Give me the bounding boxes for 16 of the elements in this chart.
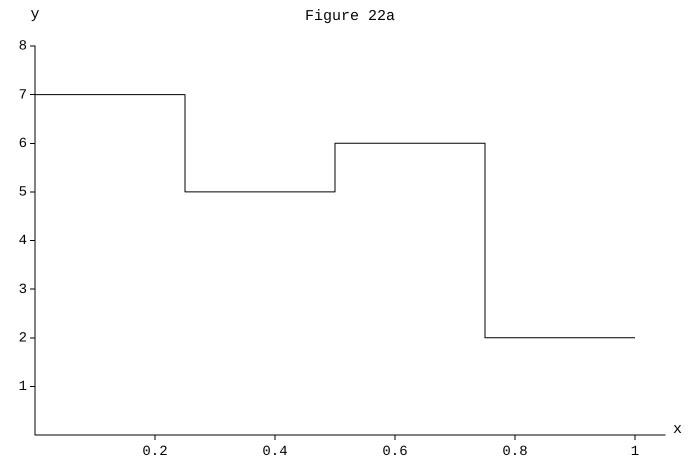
x-tick-label: 0.4	[262, 444, 288, 460]
y-tick-label: 1	[18, 379, 27, 396]
x-tick-label: 0.2	[142, 444, 168, 460]
y-tick-label: 4	[18, 233, 27, 250]
y-tick-label: 7	[18, 87, 27, 104]
y-tick-label: 8	[18, 38, 27, 55]
y-tick-label: 3	[18, 282, 27, 298]
y-tick-label: 2	[18, 330, 27, 346]
x-axis-title: x	[673, 420, 682, 438]
x-tick-label: 0.6	[382, 444, 408, 460]
y-tick-label: 5	[18, 184, 27, 201]
x-tick-label: 1	[630, 444, 640, 460]
y-axis-title: y	[30, 6, 40, 23]
y-tick-label: 6	[18, 136, 27, 152]
chart-title: Figure 22a	[304, 8, 396, 25]
x-tick-label: 0.8	[502, 444, 528, 460]
